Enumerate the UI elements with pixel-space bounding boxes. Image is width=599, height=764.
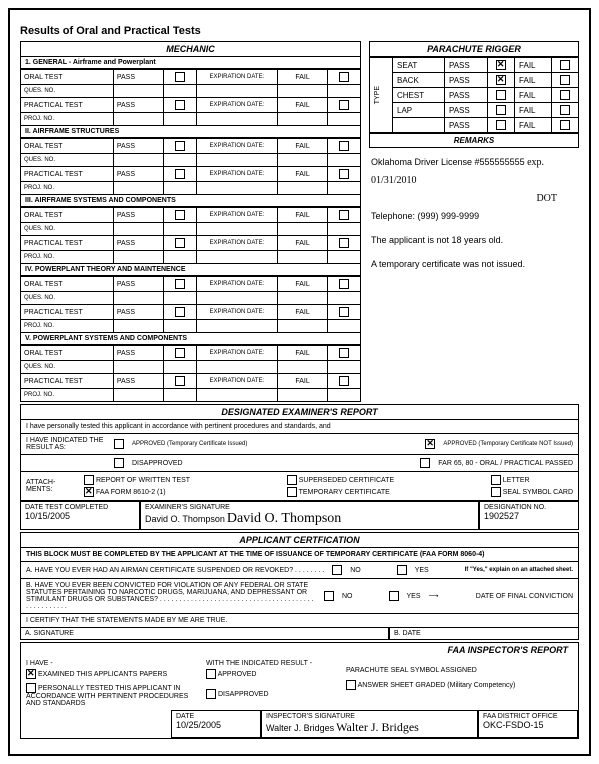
faa-form-check[interactable] xyxy=(84,487,94,497)
examiner-sig-name: David O. Thompson xyxy=(145,514,225,524)
block-note: THIS BLOCK MUST BE COMPLETED BY THE APPL… xyxy=(21,548,578,562)
sect4-label: IV. POWERPLANT THEORY AND MAINTENENCE xyxy=(20,264,361,276)
mech-section-2: II. AIRFRAME STRUCTURES ORAL TESTPASSEXP… xyxy=(20,126,361,195)
office-val: OKC-FSDO-15 xyxy=(483,720,573,730)
date-test-val: 10/15/2005 xyxy=(25,511,135,521)
rigger-lap: LAP xyxy=(393,103,445,118)
remarks-age: The applicant is not 18 years old. xyxy=(371,232,577,248)
exp-label: EXPIRATION DATE: xyxy=(197,70,278,85)
parachute-seal: PARACHUTE SEAL SYMBOL ASSIGNED xyxy=(346,667,573,674)
checkbox[interactable] xyxy=(339,72,349,82)
remarks-cert: A temporary certificate was not issued. xyxy=(371,256,577,272)
rigger-back: BACK xyxy=(393,73,445,88)
faa-form: FAA FORM 8610-2 (1) xyxy=(96,489,166,496)
applicant-date-label: B. DATE xyxy=(389,627,578,639)
rigger-chest: CHEST xyxy=(393,88,445,103)
rigger-table: TYPE SEATPASSFAIL BACKPASSFAIL CHESTPASS… xyxy=(369,57,579,133)
sect3-label: III. AIRFRAME SYSTEMS AND COMPONENTS xyxy=(20,195,361,207)
examiner-sig-script: David O. Thompson xyxy=(227,511,341,526)
far-label: FAR 65, 80 - ORAL / PRACTICAL PASSED xyxy=(438,460,573,467)
sect5-label: V. POWERPLANT SYSTEMS AND COMPONENTS xyxy=(20,333,361,345)
examiner-sig-label: EXAMINER'S SIGNATURE xyxy=(145,504,474,511)
temporary: TEMPORARY CERTIFICATE xyxy=(299,489,390,496)
personally-text: PERSONALLY TESTED THIS APPLICANT IN ACCO… xyxy=(26,685,188,707)
applicant-section: APPLICANT CERTFICATION THIS BLOCK MUST B… xyxy=(20,532,579,640)
with-result: WITH THE INDICATED RESULT - xyxy=(206,660,336,667)
sect1-label: 1. GENERAL - Airframe and Powerplant xyxy=(20,57,361,69)
checkbox[interactable] xyxy=(339,100,349,110)
type-label: TYPE xyxy=(374,86,381,104)
insp-date-val: 10/25/2005 xyxy=(176,720,256,730)
mech-section-4: IV. POWERPLANT THEORY AND MAINTENENCE OR… xyxy=(20,264,361,333)
back-pass-check[interactable] xyxy=(496,75,506,85)
rigger-header: PARACHUTE RIGGER xyxy=(369,41,579,57)
remarks-phone: Telephone: (999) 999-9999 xyxy=(371,208,577,224)
approved-tmp: APPROVED (Temporary Certificate Issued) xyxy=(132,441,247,447)
page: Results of Oral and Practical Tests MECH… xyxy=(8,8,591,756)
mech-section-3: III. AIRFRAME SYSTEMS AND COMPONENTS ORA… xyxy=(20,195,361,264)
pass-label: PASS xyxy=(113,70,164,85)
mechanic-header: MECHANIC xyxy=(20,41,361,57)
superseded: SUPERSEDED CERTIFICATE xyxy=(299,477,394,484)
insp-approved: APPROVED xyxy=(218,671,257,678)
fail-label: FAIL xyxy=(277,70,328,85)
sect1-table: ORAL TESTPASS EXPIRATION DATE:FAIL QUES. … xyxy=(20,69,361,126)
question-a: A. HAVE YOU EVER HAD AN AIRMAN CERTIFICA… xyxy=(26,567,324,574)
office-label: FAA DISTRICT OFFICE xyxy=(483,713,573,720)
conv-date: DATE OF FINAL CONVICTION xyxy=(476,593,573,600)
insp-date-label: DATE xyxy=(176,713,256,720)
disapproved-label: DISAPPROVED xyxy=(132,460,183,467)
answer-sheet: ANSWER SHEET GRADED (Military Competency… xyxy=(358,682,516,689)
indicated-label: I HAVE INDICATED THE RESULT AS: xyxy=(26,437,106,451)
yes-explain: If "Yes," explain on an attached sheet. xyxy=(465,567,573,573)
rigger-seat: SEAT xyxy=(393,58,445,73)
applicant-header: APPLICANT CERTFICATION xyxy=(21,533,578,548)
main-title: Results of Oral and Practical Tests xyxy=(20,25,579,37)
sect2-label: II. AIRFRAME STRUCTURES xyxy=(20,126,361,138)
practical-label: PRACTICAL TEST xyxy=(21,98,114,113)
mech-section-5: V. POWERPLANT SYSTEMS AND COMPONENTS ORA… xyxy=(20,333,361,402)
remarks-header: REMARKS xyxy=(369,133,579,148)
examiner-section: DESIGNATED EXAMINER'S REPORT I have pers… xyxy=(20,404,579,530)
checkbox[interactable] xyxy=(175,72,185,82)
ihave-label: I HAVE - xyxy=(26,660,196,667)
report-written: REPORT OF WRITTEN TEST xyxy=(96,477,190,484)
letter: LETTER xyxy=(503,477,530,484)
mech-section-1: 1. GENERAL - Airframe and Powerplant ORA… xyxy=(20,57,361,126)
rigger-panel: PARACHUTE RIGGER TYPE SEATPASSFAIL BACKP… xyxy=(369,41,579,402)
proj-label: PROJ. NO. xyxy=(21,113,114,126)
examined-check[interactable] xyxy=(26,669,36,679)
examiner-header: DESIGNATED EXAMINER'S REPORT xyxy=(21,405,578,420)
approved-not: APPROVED (Temporary Certificate NOT Issu… xyxy=(443,441,573,447)
inspector-section: FAA INSPECTOR'S REPORT I HAVE - EXAMINED… xyxy=(20,642,579,739)
insp-sig-label: INSPECTOR'S SIGNATURE xyxy=(266,713,473,720)
checkbox[interactable] xyxy=(175,100,185,110)
mechanic-panel: MECHANIC 1. GENERAL - Airframe and Power… xyxy=(20,41,361,402)
insp-sig-script: Walter J. Bridges xyxy=(336,720,419,734)
approved-not-check[interactable] xyxy=(425,439,435,449)
remarks-dot: DOT xyxy=(371,190,577,208)
examiner-intro: I have personally tested this applicant … xyxy=(21,420,578,433)
seat-pass-check[interactable] xyxy=(496,60,506,70)
seal: SEAL SYMBOL CARD xyxy=(503,489,573,496)
inspector-header: FAA INSPECTOR'S REPORT xyxy=(21,643,578,657)
certify-text: I CERTIFY THAT THE STATEMENTS MADE BY ME… xyxy=(21,614,578,627)
remarks-body: Oklahoma Driver License #555555555 exp. … xyxy=(369,148,579,279)
desig-label: DESIGNATION NO. xyxy=(484,504,574,511)
insp-sig-name: Walter J. Bridges xyxy=(266,723,334,733)
question-b: B. HAVE YOU EVER BEEN CONVICTED FOR VIOL… xyxy=(26,582,316,610)
insp-disapproved: DISAPPROVED xyxy=(218,691,269,698)
oral-label: ORAL TEST xyxy=(21,70,114,85)
remarks-license: Oklahoma Driver License #555555555 xyxy=(371,157,525,167)
applicant-sig-label: A. SIGNATURE xyxy=(21,627,389,639)
ques-label: QUES. NO. xyxy=(21,85,114,98)
desig-val: 1902527 xyxy=(484,511,574,521)
date-test-label: DATE TEST COMPLETED xyxy=(25,504,135,511)
examined-text: EXAMINED THIS APPLICANTS PAPERS xyxy=(38,671,167,678)
attach-label: ATTACH-MENTS: xyxy=(26,479,76,493)
